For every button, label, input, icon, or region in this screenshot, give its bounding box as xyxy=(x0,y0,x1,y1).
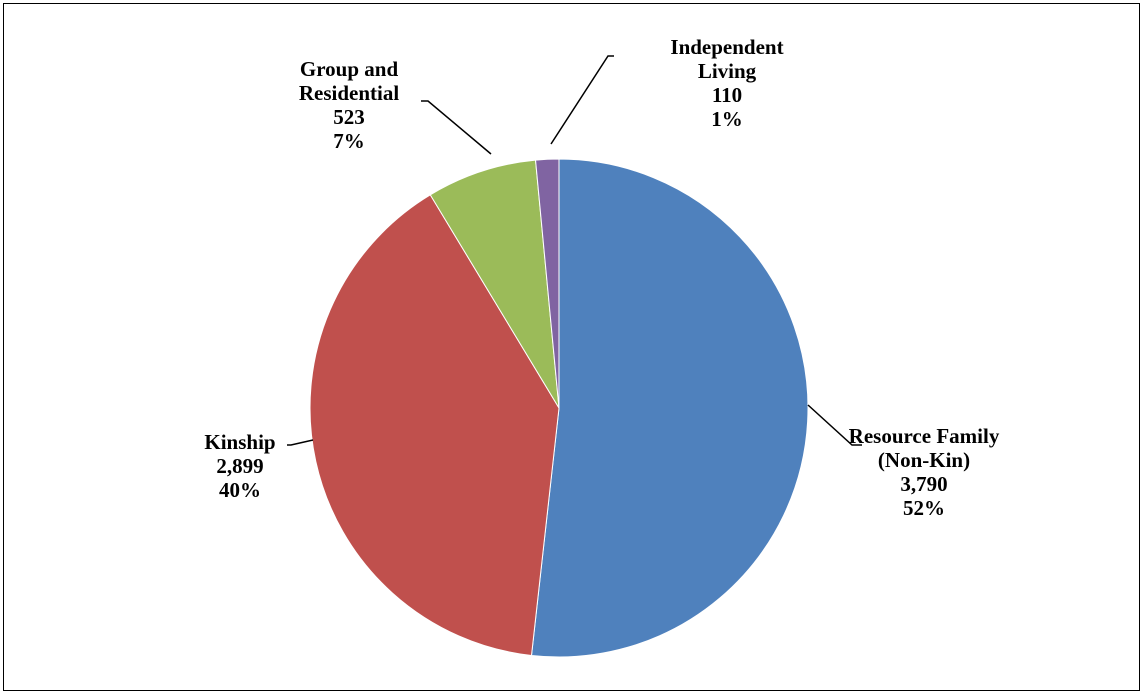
data-label-percent: 1% xyxy=(711,107,743,131)
data-label-category: Resource Family xyxy=(849,424,1000,448)
data-label-category: Residential xyxy=(299,81,400,105)
data-label-category: Kinship xyxy=(204,430,275,454)
pie-slice-resource-family-non-kin xyxy=(530,158,809,658)
leader-lines xyxy=(287,55,862,446)
leader-line xyxy=(287,439,314,446)
data-label: Kinship 2,899 40% xyxy=(204,430,275,502)
data-label-value: 3,790 xyxy=(900,472,947,496)
data-label-category: (Non-Kin) xyxy=(878,448,970,472)
data-label-percent: 52% xyxy=(903,496,945,520)
data-label-value: 523 xyxy=(333,105,365,129)
data-label-percent: 7% xyxy=(333,129,365,153)
leader-line xyxy=(421,100,492,155)
data-labels: Resource Family (Non-Kin) 3,790 52% Kinship 2… xyxy=(204,35,999,520)
data-label-category: Group and xyxy=(300,57,399,81)
data-label-category: Living xyxy=(698,59,757,83)
data-label-value: 2,899 xyxy=(216,454,263,478)
data-label-percent: 40% xyxy=(219,478,261,502)
leader-line xyxy=(550,55,614,145)
pie-slice-kinship xyxy=(309,194,560,657)
pie-chart: Resource Family (Non-Kin) 3,790 52% Kinship 2… xyxy=(204,35,1000,658)
data-label: Independent Living 110 1% xyxy=(670,35,783,131)
data-label: Resource Family (Non-Kin) 3,790 52% xyxy=(849,424,1000,520)
data-label-category: Independent xyxy=(670,35,783,59)
leader-line xyxy=(807,404,862,446)
chart-frame: Resource Family (Non-Kin) 3,790 52% Kinship 2… xyxy=(3,3,1140,691)
pie-slices xyxy=(309,158,809,658)
pie-slice-independent-living xyxy=(534,158,560,409)
pie-slice-group-and-residential xyxy=(429,159,560,409)
data-label-value: 110 xyxy=(712,83,742,107)
data-label: Group and Residential 523 7% xyxy=(299,57,400,153)
